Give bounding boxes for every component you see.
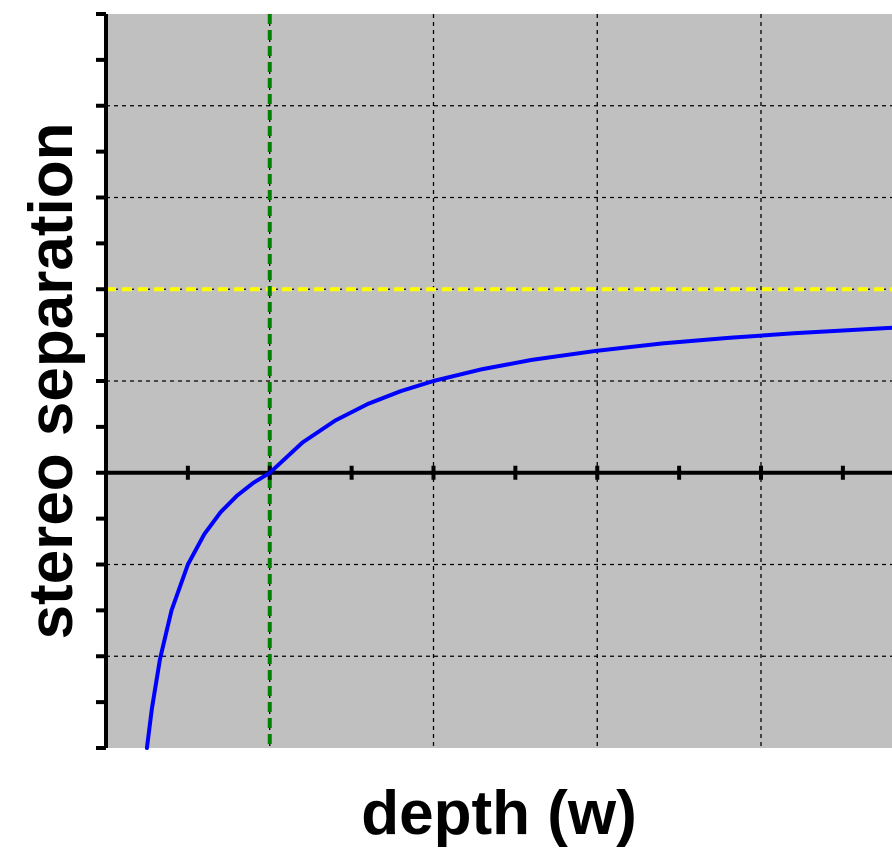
axes xyxy=(96,12,892,750)
series-line xyxy=(144,325,892,750)
series-layer xyxy=(144,325,892,750)
x-axis-label: depth (w) xyxy=(361,779,637,848)
y-axis-label: stereo separation xyxy=(17,123,86,640)
grid-lines xyxy=(106,14,892,748)
reference-lines xyxy=(106,14,892,748)
